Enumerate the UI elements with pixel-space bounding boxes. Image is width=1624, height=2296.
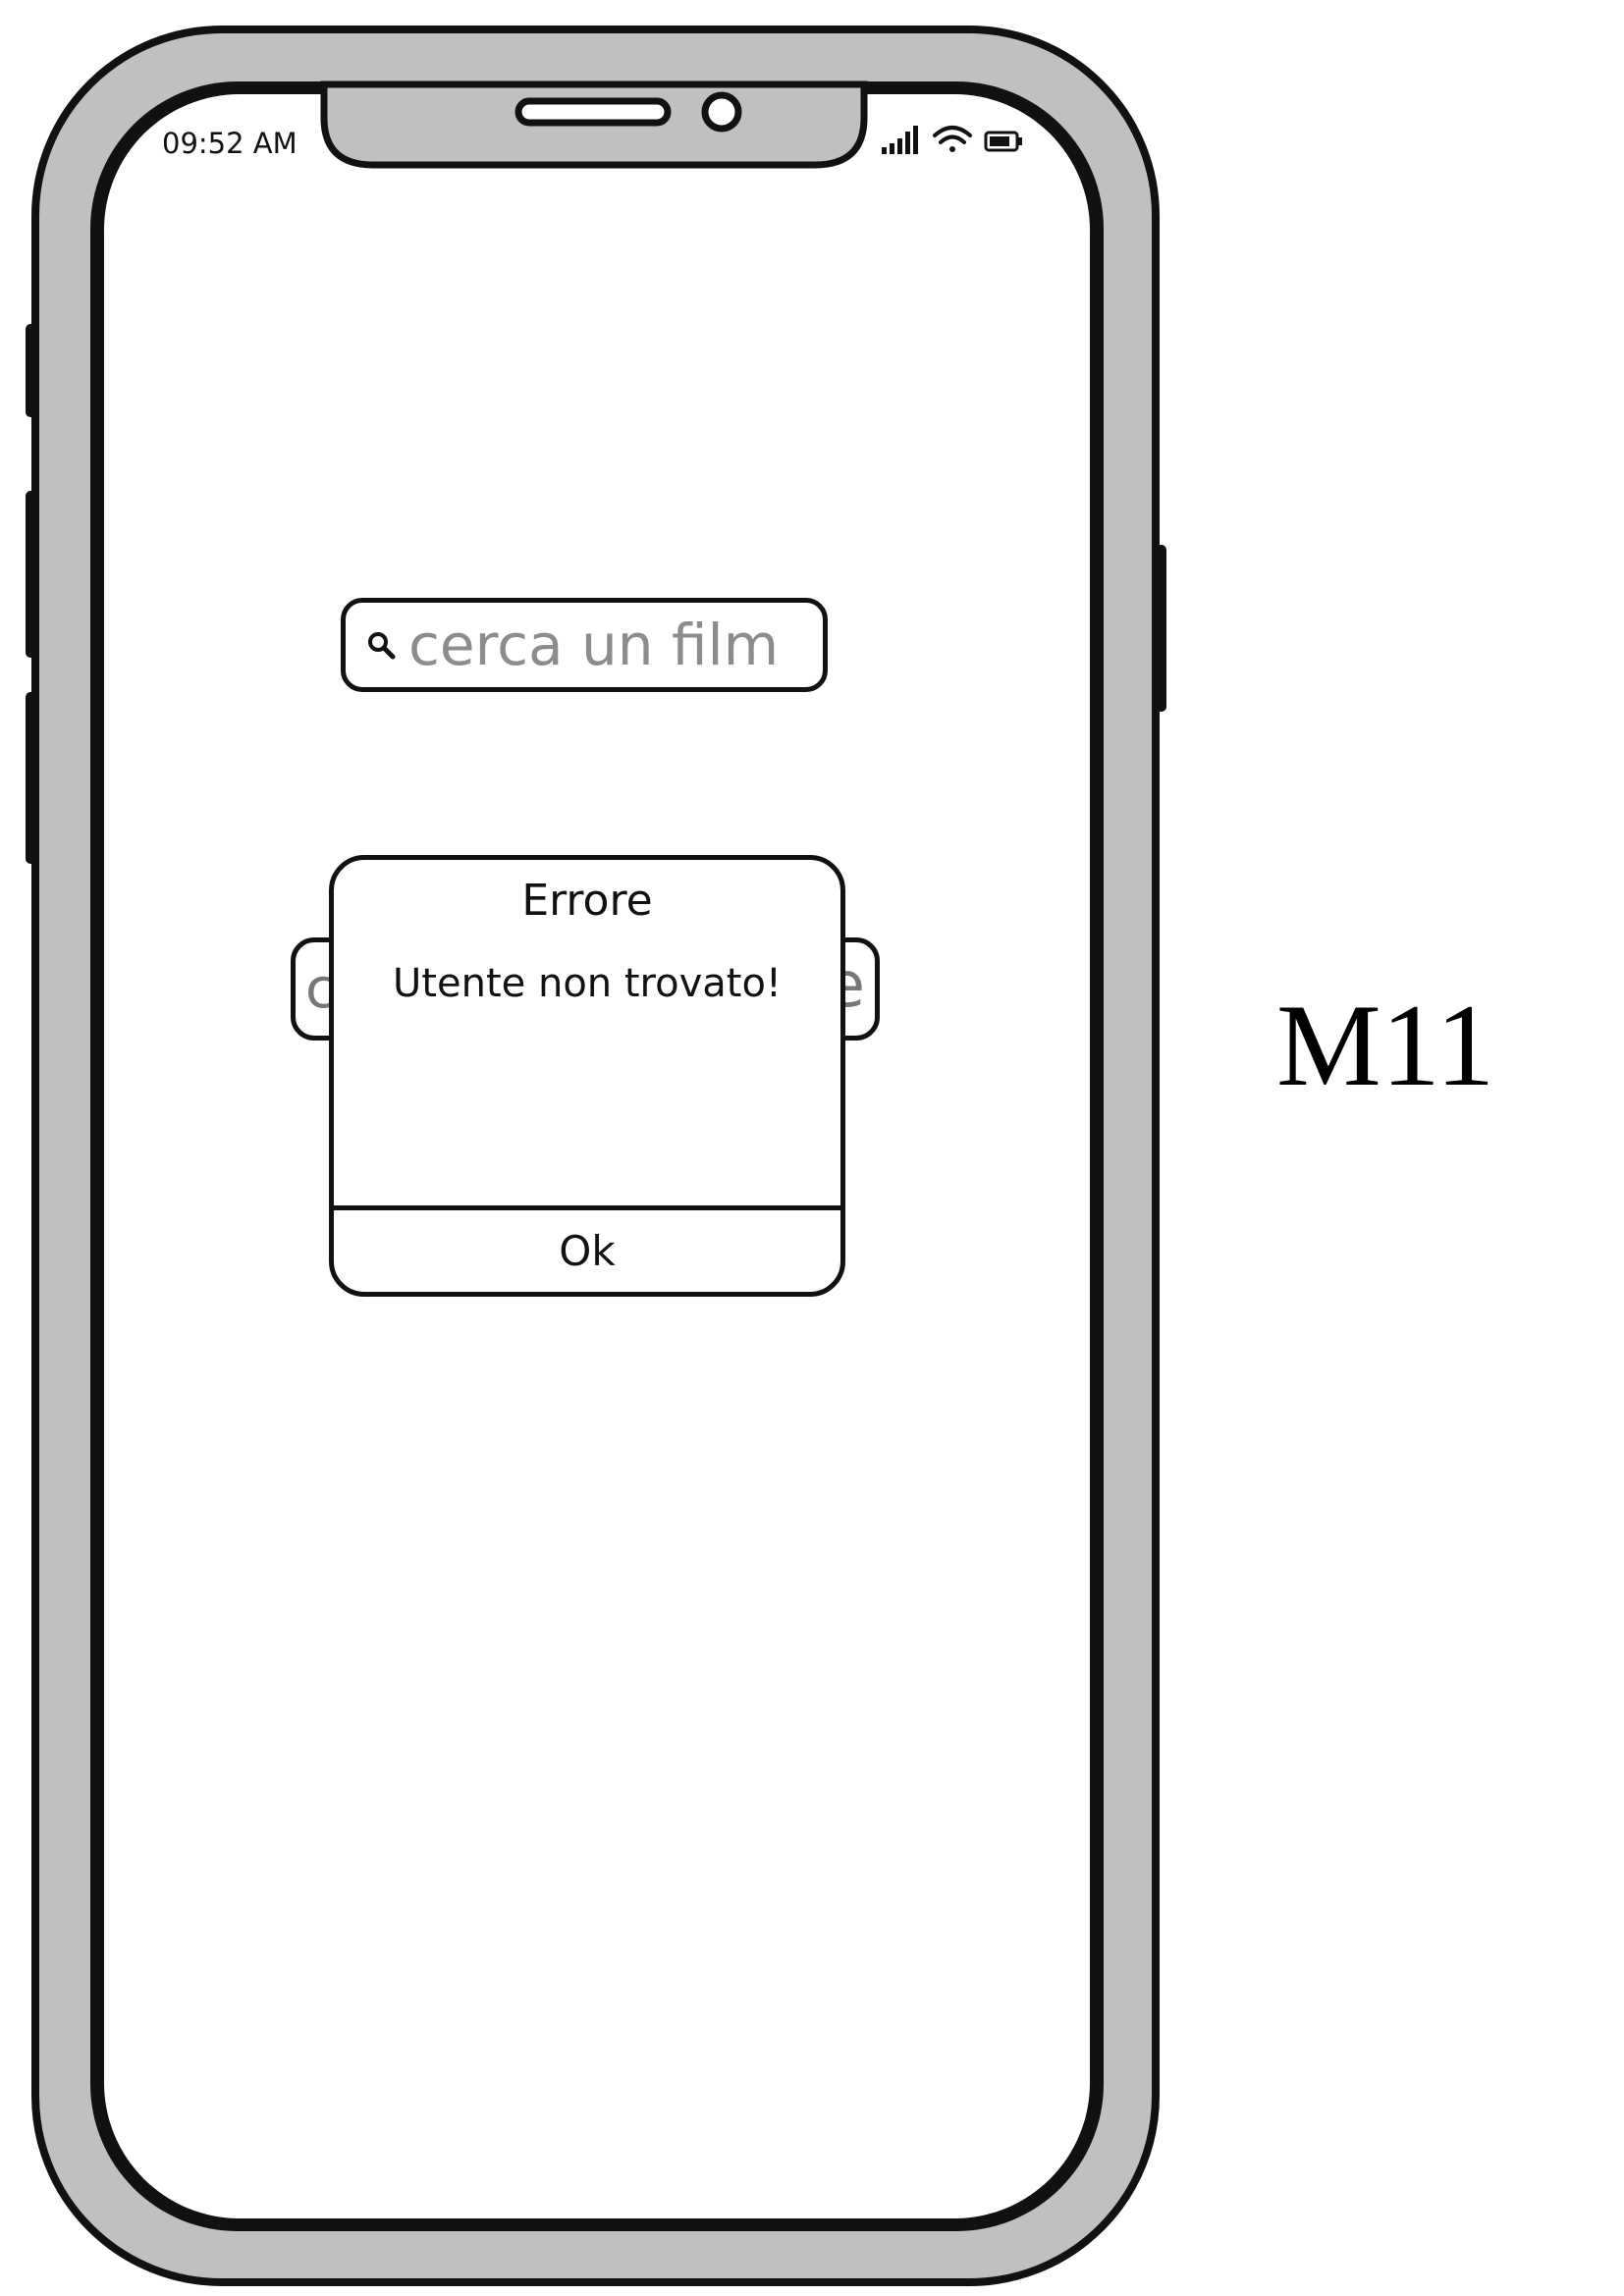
speaker-grille <box>514 97 672 127</box>
dialog-title: Errore <box>521 876 653 926</box>
ok-button[interactable]: Ok <box>559 1227 616 1275</box>
dialog-divider <box>334 1205 840 1210</box>
wifi-icon <box>933 126 972 152</box>
dialog-message: Utente non trovato! <box>393 961 782 1006</box>
screen-label: M11 <box>1276 980 1495 1110</box>
status-time: 09:52 AM <box>162 127 298 160</box>
search-placeholder: cerca un film <box>408 612 780 678</box>
error-dialog: Errore Utente non trovato! Ok <box>329 855 845 1297</box>
battery-icon <box>984 131 1022 152</box>
front-camera <box>701 91 742 133</box>
signal-icon <box>882 126 918 154</box>
search-icon <box>361 625 401 665</box>
search-input[interactable]: cerca un film <box>341 598 828 692</box>
